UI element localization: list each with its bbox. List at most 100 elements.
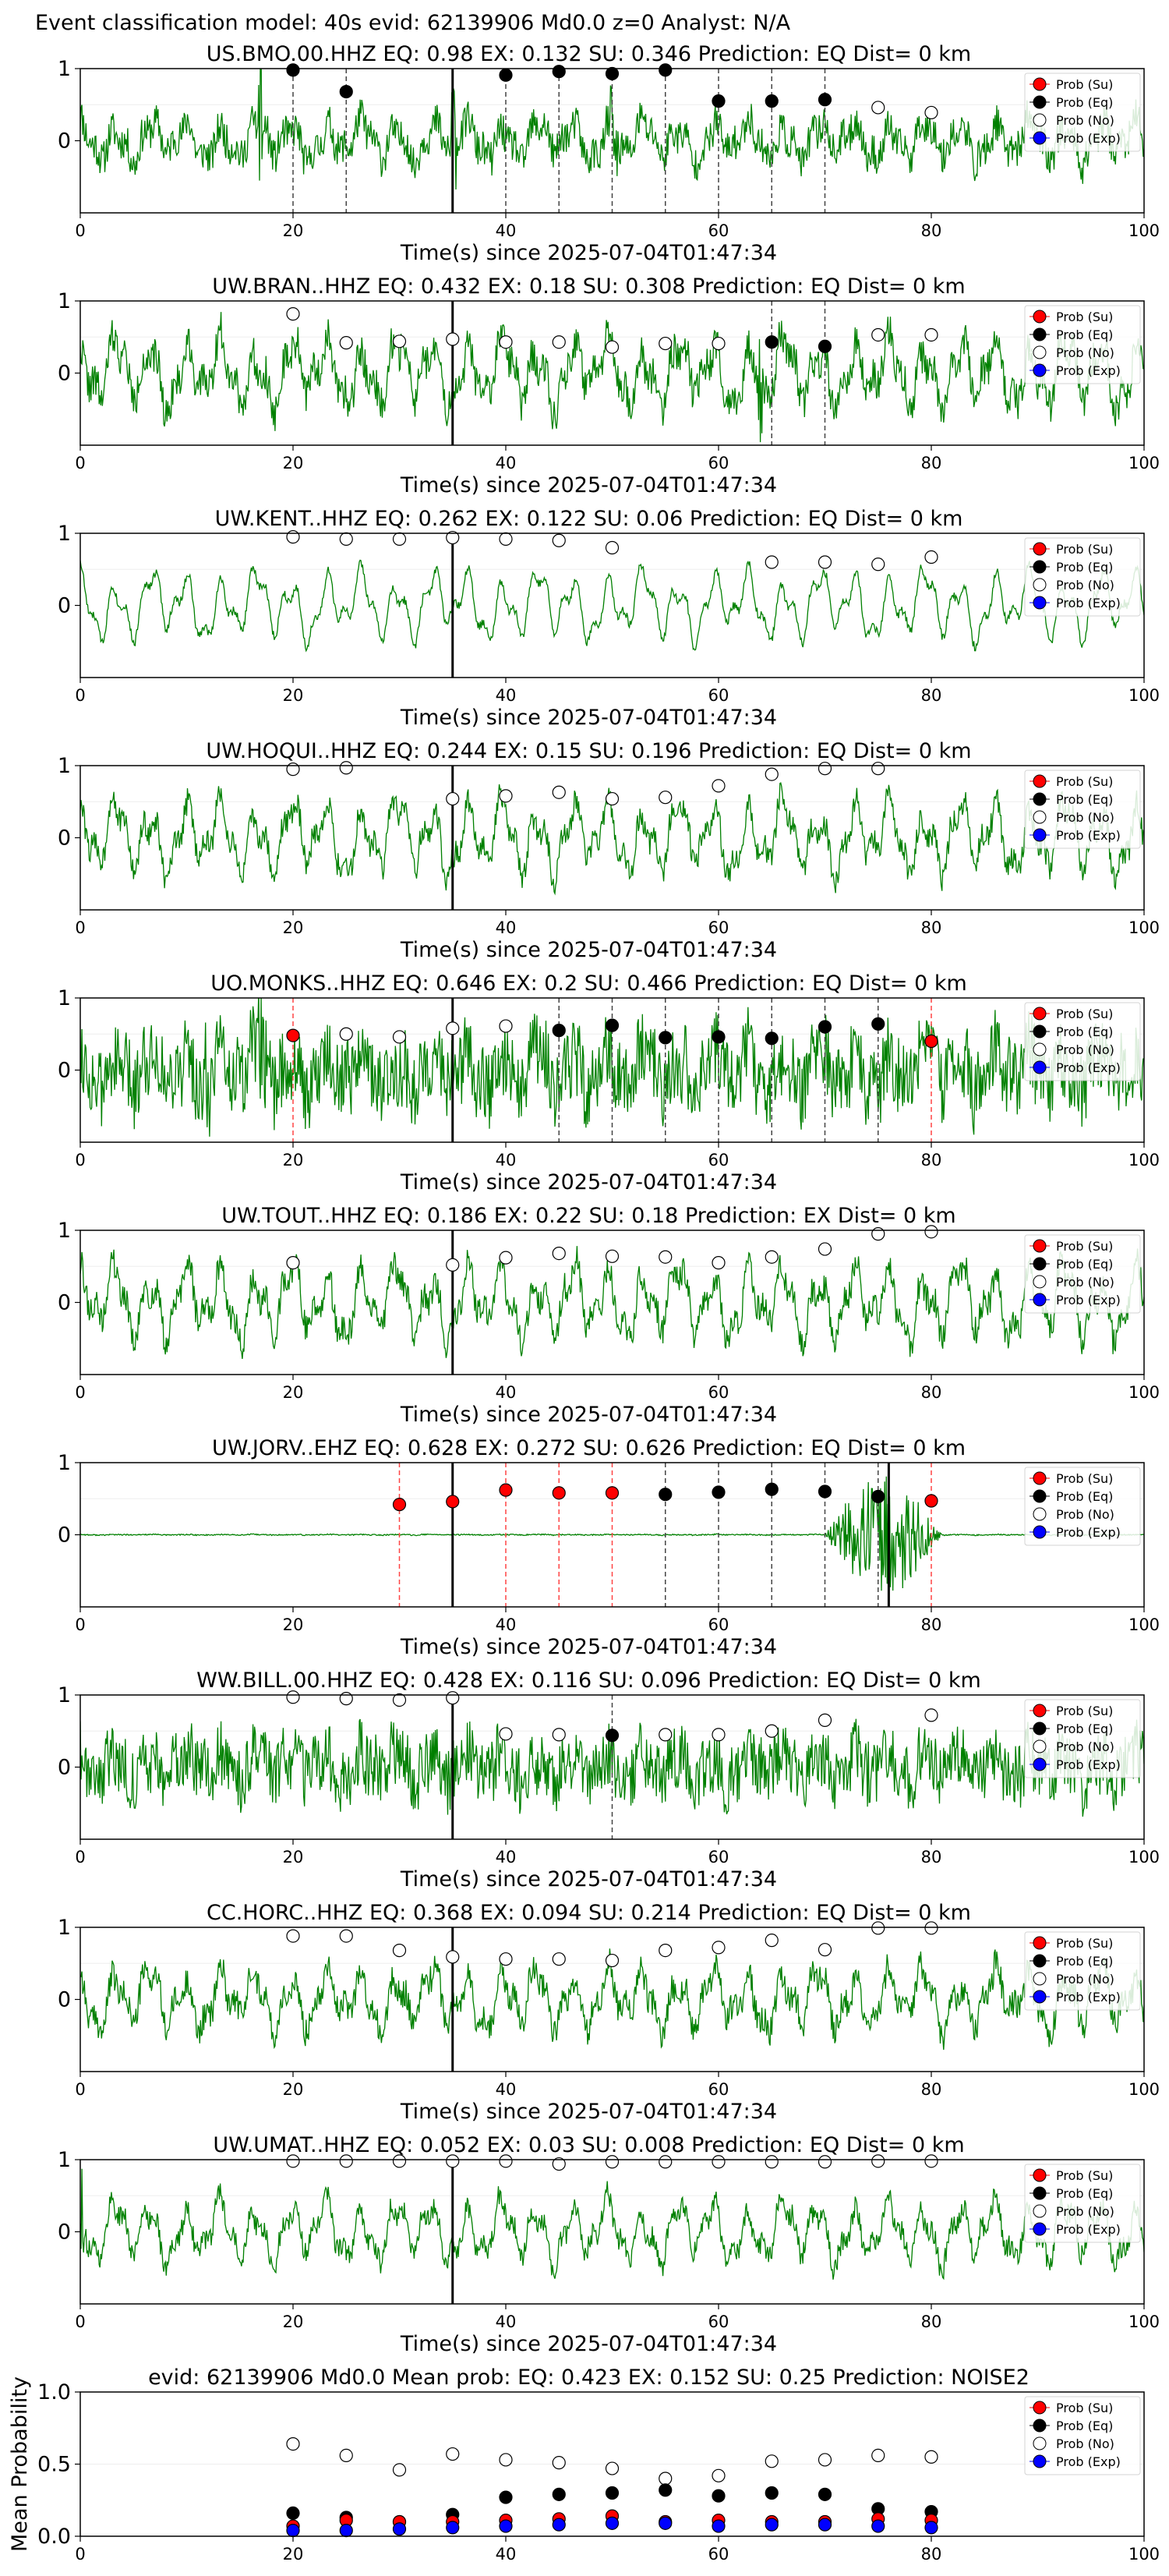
prob-marker-su xyxy=(392,1498,407,1512)
prob-marker-no xyxy=(446,1950,460,1964)
legend-marker-eq xyxy=(1033,1954,1047,1968)
legend-box xyxy=(1024,2396,1141,2475)
station-title: UW.UMAT..HHZ EQ: 0.052 EX: 0.03 SU: 0.00… xyxy=(213,2133,964,2157)
prob-marker-no xyxy=(552,335,566,349)
prob-marker-no xyxy=(924,1225,938,1239)
mean-prob-point-no xyxy=(286,2437,300,2451)
prob-marker-no xyxy=(392,334,407,349)
prob-marker-no xyxy=(818,762,832,776)
legend-marker-no xyxy=(1033,2436,1047,2450)
legend-label-no: Prob (No) xyxy=(1056,578,1114,593)
prob-marker-no xyxy=(765,2155,779,2169)
axes-frame xyxy=(79,68,1145,214)
x-tick-label: 60 xyxy=(708,1615,729,1634)
x-tick-label: 40 xyxy=(496,1615,517,1634)
prob-marker-eq xyxy=(499,68,513,82)
prob-marker-no xyxy=(339,336,353,350)
x-tick-label: 60 xyxy=(708,2312,729,2331)
x-axis-label: Time(s) since 2025-07-04T01:47:34 xyxy=(400,2100,777,2124)
legend-label-eq: Prob (Eq) xyxy=(1056,327,1113,342)
mean-prob-point-exp xyxy=(818,2518,832,2532)
prob-marker-eq xyxy=(765,94,779,108)
station-panel: 0 20 40 60 80 100 0 1 Prob (Su) Prob (Eq) Prob (No… xyxy=(58,1436,1160,1659)
prob-marker-no xyxy=(765,1934,779,1948)
prob-marker-no xyxy=(605,540,620,555)
mean-prob-point-eq xyxy=(552,2487,566,2501)
legend-marker-su xyxy=(1033,310,1047,324)
x-tick-label: 20 xyxy=(283,1848,304,1867)
y-tick-label: 0.0 xyxy=(37,2525,71,2549)
prob-marker-no xyxy=(552,1952,566,1966)
legend-label-exp: Prob (Exp) xyxy=(1056,2454,1121,2469)
legend-label-no: Prob (No) xyxy=(1056,810,1114,825)
x-tick-label: 0 xyxy=(75,221,85,240)
prob-marker-no xyxy=(446,1691,460,1705)
station-title: UW.JORV..EHZ EQ: 0.628 EX: 0.272 SU: 0.6… xyxy=(212,1436,966,1460)
prob-marker-su xyxy=(446,1495,460,1509)
legend-marker-exp xyxy=(1033,2222,1047,2236)
x-tick-label: 0 xyxy=(75,2312,85,2331)
prob-marker-eq xyxy=(552,1024,566,1038)
prob-marker-no xyxy=(392,532,407,547)
y-tick-label: 0 xyxy=(58,1756,71,1780)
x-tick-label: 100 xyxy=(1128,2545,1160,2564)
y-axis-label: Mean Probability xyxy=(8,2376,32,2552)
prob-marker-eq xyxy=(871,1489,885,1504)
prob-marker-su xyxy=(605,1486,620,1500)
mean-prob-point-eq xyxy=(499,2490,513,2504)
y-tick-label: 1 xyxy=(58,754,71,778)
prob-marker-eq xyxy=(818,1020,832,1034)
legend-label-eq: Prob (Eq) xyxy=(1056,1721,1113,1736)
mean-prob-point-eq xyxy=(712,2489,726,2503)
legend-label-no: Prob (No) xyxy=(1056,2204,1114,2219)
legend-marker-no xyxy=(1033,810,1047,824)
axes-frame xyxy=(79,1230,1145,1375)
y-tick-label: 1 xyxy=(58,1916,71,1940)
x-tick-label: 0 xyxy=(75,1615,85,1634)
legend-marker-eq xyxy=(1033,1489,1047,1503)
legend-label-su: Prob (Su) xyxy=(1056,1704,1113,1718)
prob-marker-no xyxy=(712,1941,726,1955)
x-tick-label: 20 xyxy=(283,686,304,705)
legend-label-no: Prob (No) xyxy=(1056,1507,1114,1522)
prob-marker-no xyxy=(712,1256,726,1270)
legend-label-su: Prob (Su) xyxy=(1056,1239,1113,1254)
axes-frame xyxy=(79,1927,1145,2072)
mean-prob-point-exp xyxy=(712,2519,726,2533)
x-tick-label: 20 xyxy=(283,918,304,937)
prob-marker-no xyxy=(499,789,513,803)
legend-marker-exp xyxy=(1033,1990,1047,2004)
legend-marker-eq xyxy=(1033,2419,1047,2433)
x-axis-label: Time(s) since 2025-07-04T01:47:34 xyxy=(400,241,777,265)
legend-marker-eq xyxy=(1033,95,1047,109)
y-tick-label: 0 xyxy=(58,594,71,618)
prob-marker-no xyxy=(924,1708,938,1722)
legend-label-eq: Prob (Eq) xyxy=(1056,1954,1113,1969)
prob-marker-no xyxy=(446,1258,460,1272)
x-axis-label: Time(s) since 2025-07-04T01:47:34 xyxy=(400,2332,777,2356)
legend-marker-su xyxy=(1033,542,1047,556)
legend-label-exp: Prob (Exp) xyxy=(1056,1293,1121,1307)
x-tick-label: 20 xyxy=(283,1151,304,1169)
legend-marker-su xyxy=(1033,1471,1047,1485)
x-tick-label: 0 xyxy=(75,2545,85,2564)
legend-marker-no xyxy=(1033,2204,1047,2218)
x-tick-label: 0 xyxy=(75,1151,85,1169)
waveform-trace xyxy=(80,2168,1144,2281)
waveform-trace xyxy=(80,559,1144,653)
prob-marker-no xyxy=(446,530,460,545)
axes-frame xyxy=(79,1462,1145,1608)
prob-marker-no xyxy=(924,327,938,342)
prob-marker-no xyxy=(339,2154,353,2168)
prob-marker-no xyxy=(446,1021,460,1035)
prob-marker-no xyxy=(659,1250,673,1264)
waveform-trace xyxy=(80,1948,1144,2051)
legend-label-eq: Prob (Eq) xyxy=(1056,1257,1113,1272)
prob-marker-no xyxy=(605,791,620,806)
prob-marker-no xyxy=(818,1242,832,1256)
x-tick-label: 80 xyxy=(921,1848,942,1867)
x-tick-label: 0 xyxy=(75,686,85,705)
legend-label-no: Prob (No) xyxy=(1056,113,1114,128)
legend-marker-no xyxy=(1033,1042,1047,1056)
legend-label-exp: Prob (Exp) xyxy=(1056,1990,1121,2005)
